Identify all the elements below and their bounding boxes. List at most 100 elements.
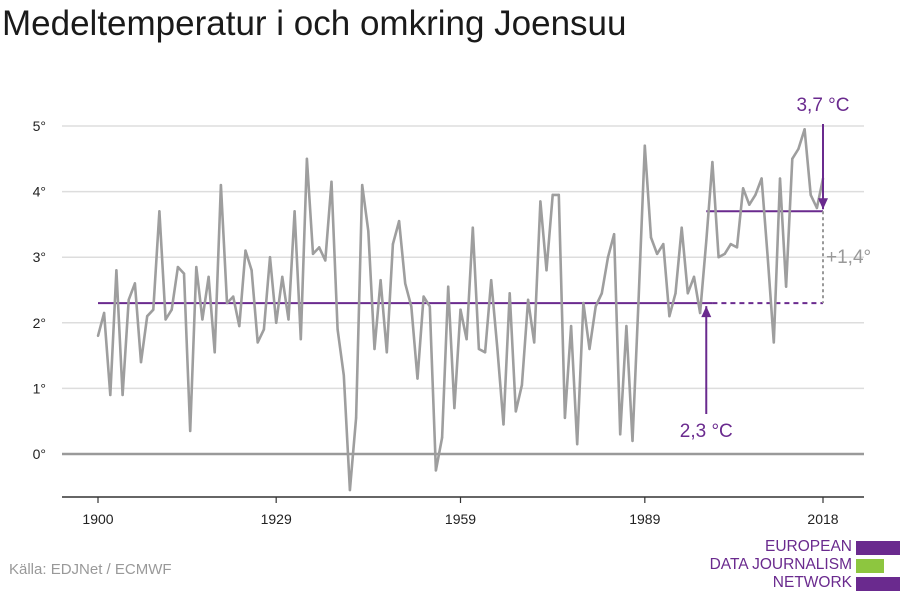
data-point-2008	[760, 177, 763, 180]
data-point-1974	[551, 193, 554, 197]
logo-text-line-3: NETWORK	[772, 574, 852, 591]
data-point-1904	[121, 393, 124, 397]
recent-arrow-head	[818, 198, 828, 210]
data-point-1908	[145, 315, 149, 318]
data-point-1959	[459, 308, 462, 311]
data-point-1979	[582, 301, 585, 305]
data-point-1926	[256, 341, 259, 344]
data-point-1930	[281, 275, 284, 279]
data-point-1998	[698, 311, 702, 315]
source-note: Källa: EDJNet / ECMWF	[9, 561, 172, 578]
data-point-2017	[815, 206, 819, 210]
logo-text-line-2: DATA JOURNALISM	[709, 556, 852, 573]
data-point-1902	[109, 393, 112, 397]
data-point-1942	[354, 416, 358, 420]
data-point-1989	[643, 144, 647, 147]
data-point-1980	[588, 347, 591, 351]
chart-title: Medeltemperatur i och omkring Joensuu	[2, 4, 627, 43]
data-point-2014	[797, 147, 800, 151]
data-point-1917	[201, 318, 204, 321]
data-point-2011	[778, 177, 782, 180]
data-point-2001	[717, 256, 720, 259]
logo-bar-purple-top	[856, 541, 900, 555]
data-point-1901	[102, 311, 106, 315]
data-point-1923	[238, 324, 241, 328]
x-tick-label-1900: 1900	[82, 511, 113, 527]
data-point-1994	[674, 292, 677, 295]
y-tick-label-1: 1°	[33, 380, 46, 396]
data-point-1934	[305, 157, 309, 160]
data-point-2013	[791, 157, 794, 160]
data-point-1941	[348, 488, 352, 492]
data-point-1913	[176, 265, 180, 269]
data-point-1903	[115, 269, 118, 272]
series-layer	[96, 128, 825, 492]
data-point-1918	[207, 275, 210, 279]
data-point-1911	[164, 318, 167, 321]
data-point-1924	[244, 249, 247, 252]
data-point-1946	[379, 278, 382, 282]
data-point-2010	[772, 341, 776, 344]
data-point-1932	[293, 210, 296, 213]
data-point-1993	[668, 315, 671, 318]
data-point-1919	[213, 351, 216, 354]
data-point-1970	[526, 298, 530, 302]
x-tick-label-1989: 1989	[629, 511, 660, 527]
delta-label: +1,4°	[826, 247, 871, 268]
data-point-1925	[250, 269, 253, 272]
data-point-1958	[453, 406, 456, 410]
edjnet-logo[interactable]: EUROPEAN DATA JOURNALISM NETWORK	[700, 538, 900, 598]
data-point-1938	[330, 180, 333, 183]
data-point-1992	[662, 242, 665, 246]
data-point-1973	[545, 269, 548, 272]
data-point-1916	[195, 265, 198, 269]
data-point-1968	[514, 410, 517, 413]
data-point-1922	[231, 295, 235, 298]
data-point-2003	[729, 242, 733, 246]
data-point-1943	[360, 183, 364, 187]
data-point-1972	[539, 200, 542, 203]
data-point-1951	[410, 305, 413, 308]
logo-bar-purple-bottom	[856, 577, 900, 591]
data-point-1950	[404, 282, 407, 285]
data-point-1948	[391, 242, 395, 246]
data-point-1907	[139, 360, 143, 364]
data-point-1928	[268, 256, 272, 259]
data-point-1982	[600, 292, 604, 295]
data-point-1905	[127, 298, 130, 302]
data-point-1969	[520, 383, 524, 387]
data-point-1988	[637, 295, 640, 298]
data-point-1900	[96, 334, 100, 338]
data-point-2006	[748, 203, 751, 206]
data-point-1921	[225, 301, 229, 305]
data-point-1975	[557, 193, 561, 197]
data-point-1936	[317, 246, 321, 249]
annotations: 2,3 °C 3,7 °C +1,4°	[680, 95, 871, 442]
data-point-1983	[606, 256, 610, 259]
axes: 0° 1° 2° 3° 4° 5° 1900 1929 1959 1989 2018	[33, 118, 864, 527]
logo-bar-green	[856, 559, 884, 573]
data-point-1910	[158, 210, 161, 213]
data-point-1953	[422, 295, 425, 298]
data-point-1955	[434, 469, 438, 472]
data-point-1912	[170, 308, 173, 311]
data-point-1940	[342, 374, 345, 377]
data-point-1961	[471, 226, 474, 229]
recent-label: 3,7 °C	[796, 95, 849, 116]
data-point-1933	[299, 338, 302, 341]
y-tick-label-4: 4°	[33, 184, 46, 200]
data-point-1920	[219, 183, 223, 187]
data-point-1964	[490, 278, 493, 282]
data-point-1996	[686, 292, 690, 295]
data-point-2015	[803, 128, 806, 131]
y-tick-label-3: 3°	[33, 249, 46, 265]
data-point-1914	[182, 272, 186, 275]
data-point-1937	[324, 259, 327, 262]
data-point-2002	[723, 252, 726, 256]
data-point-1981	[594, 305, 597, 308]
data-point-1997	[692, 275, 696, 279]
data-point-1987	[631, 439, 634, 443]
x-tick-label-2018: 2018	[807, 511, 838, 527]
x-tick-label-1929: 1929	[261, 511, 292, 527]
